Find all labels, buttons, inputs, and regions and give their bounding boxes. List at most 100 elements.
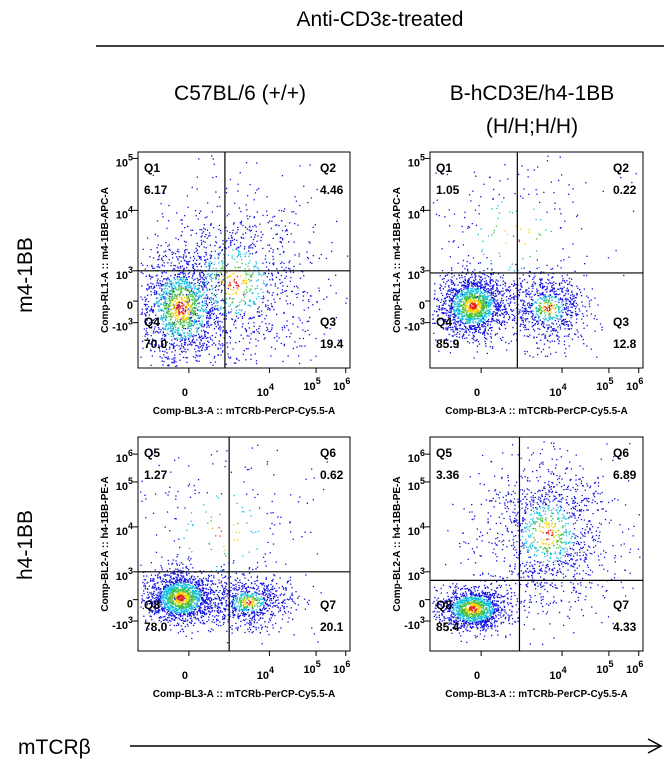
dot <box>596 318 598 321</box>
dot <box>185 278 187 280</box>
dot <box>499 284 502 286</box>
dot <box>178 301 180 304</box>
dot <box>301 322 303 324</box>
dot <box>197 327 199 329</box>
dot <box>217 348 219 350</box>
dot <box>220 280 222 282</box>
dot <box>575 333 577 336</box>
dot <box>180 260 182 262</box>
dot <box>567 306 569 308</box>
dot <box>181 296 183 298</box>
dot <box>561 289 563 291</box>
dot <box>180 298 182 300</box>
dot <box>240 256 242 258</box>
dot <box>562 323 565 326</box>
dot <box>178 332 180 334</box>
dot <box>479 262 482 264</box>
dot <box>307 329 309 331</box>
dot <box>513 298 515 300</box>
dot <box>201 349 203 351</box>
dot <box>586 324 588 327</box>
dot <box>552 330 555 332</box>
dot <box>227 356 230 358</box>
dot <box>484 311 486 314</box>
dot <box>261 314 263 316</box>
dot <box>170 316 172 318</box>
dot <box>581 228 583 230</box>
dot <box>526 328 528 331</box>
dot <box>486 352 488 355</box>
dot <box>197 295 199 298</box>
dot <box>175 294 177 297</box>
dot <box>193 313 195 315</box>
dot <box>184 319 186 321</box>
dot <box>271 327 273 329</box>
dot <box>477 316 479 318</box>
dot <box>513 309 515 311</box>
dot <box>158 317 160 319</box>
dot <box>236 358 238 360</box>
dot <box>171 301 173 304</box>
dot <box>548 297 551 300</box>
dot <box>437 299 439 302</box>
dot <box>272 279 274 281</box>
dot <box>190 313 192 315</box>
dot <box>205 309 207 311</box>
dot <box>466 296 468 298</box>
tick-base: 10 <box>257 387 269 399</box>
dot <box>546 324 548 326</box>
dot <box>161 346 164 348</box>
dot <box>560 213 562 215</box>
dot <box>601 329 603 331</box>
dot <box>451 280 453 282</box>
dot <box>509 266 511 268</box>
dot <box>551 286 553 288</box>
dot <box>316 301 318 303</box>
dot <box>199 346 202 348</box>
dot <box>571 311 573 314</box>
dot <box>463 287 465 289</box>
dot <box>235 282 238 284</box>
dot <box>533 337 535 339</box>
dot <box>197 288 199 290</box>
dot <box>448 311 450 313</box>
dot <box>181 337 183 339</box>
dot <box>286 303 289 305</box>
dot <box>315 355 317 357</box>
dot <box>461 328 463 330</box>
dot <box>177 285 179 287</box>
dot <box>234 312 237 314</box>
dot <box>503 324 506 326</box>
dot <box>245 302 247 304</box>
dot <box>162 332 164 334</box>
dot <box>176 338 178 340</box>
dot <box>450 311 452 314</box>
dot <box>538 233 540 235</box>
dot <box>206 303 208 305</box>
dot <box>481 284 484 286</box>
dot <box>493 298 495 301</box>
dot <box>171 328 173 330</box>
dot <box>276 313 278 316</box>
dot <box>224 301 227 303</box>
dot <box>228 284 230 286</box>
dot <box>167 308 170 310</box>
dot <box>469 299 471 301</box>
dot <box>160 245 162 247</box>
dot <box>456 321 458 323</box>
dot <box>439 275 441 277</box>
dot <box>479 310 481 312</box>
dot <box>219 344 222 346</box>
dot <box>521 165 523 167</box>
dot <box>168 327 170 329</box>
dot <box>496 308 498 311</box>
dot <box>330 284 332 287</box>
dot <box>167 305 169 307</box>
dot <box>274 215 276 217</box>
dot <box>188 311 190 313</box>
dot <box>182 325 184 327</box>
dot <box>273 308 275 311</box>
dot <box>257 315 260 317</box>
dot <box>185 338 187 340</box>
dot <box>211 155 213 157</box>
